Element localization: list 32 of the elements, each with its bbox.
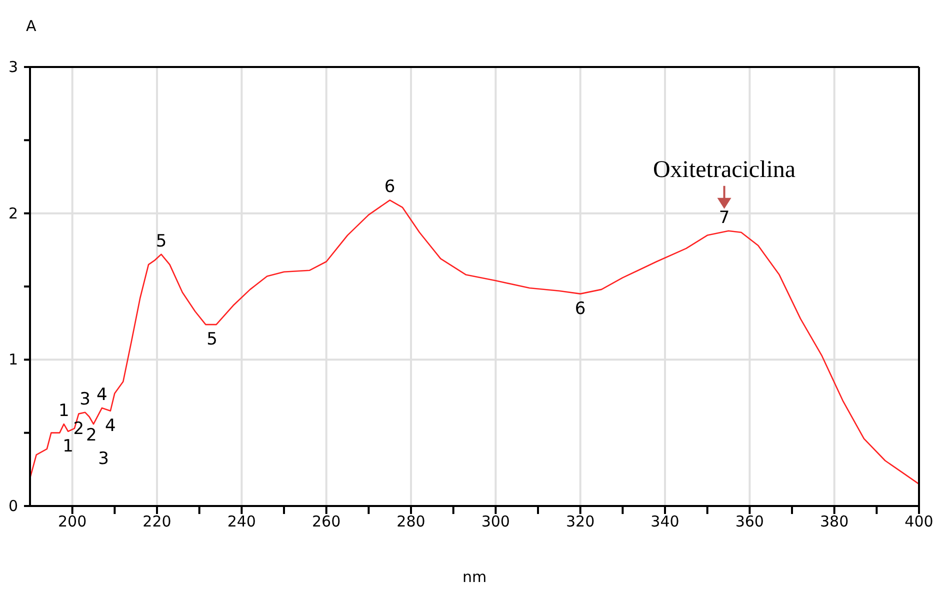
- x-tick-label: 360: [735, 512, 764, 531]
- x-tick-label: 280: [396, 512, 426, 531]
- x-tick-label: 220: [142, 512, 172, 531]
- annotation: 1: [62, 436, 74, 456]
- x-tick-label: 400: [904, 512, 934, 531]
- line-series: [30, 200, 919, 485]
- annotation: 1: [58, 401, 70, 422]
- x-tick-label: 340: [650, 512, 680, 531]
- x-tick-label: 320: [566, 512, 595, 531]
- annotation: 3: [98, 449, 109, 470]
- y-tick-label: 2: [8, 204, 18, 222]
- x-tick-label: 240: [227, 512, 256, 531]
- y-tick-label: 1: [8, 350, 18, 369]
- annotation: 2: [86, 425, 97, 446]
- x-tick-label: 380: [820, 512, 849, 531]
- annotation: 4: [105, 416, 116, 436]
- annotation: 5: [156, 231, 167, 252]
- y-axis-title: A: [26, 17, 37, 35]
- x-tick-label: 300: [481, 512, 510, 531]
- annotation: 7: [718, 208, 730, 228]
- annotation: 6: [574, 298, 586, 319]
- annotation: 4: [96, 384, 108, 405]
- y-tick-label: 3: [8, 58, 18, 76]
- annotation: 3: [80, 389, 90, 410]
- annotation: 6: [384, 177, 396, 198]
- x-tick-label: 200: [58, 512, 87, 531]
- x-tick-label: 260: [312, 512, 341, 531]
- annotation: 5: [206, 330, 218, 350]
- annotation: Oxitetraciclina: [652, 156, 796, 183]
- x-axis-title: nm: [462, 568, 487, 586]
- y-tick-label: 0: [8, 497, 18, 515]
- annotation: 2: [73, 418, 84, 439]
